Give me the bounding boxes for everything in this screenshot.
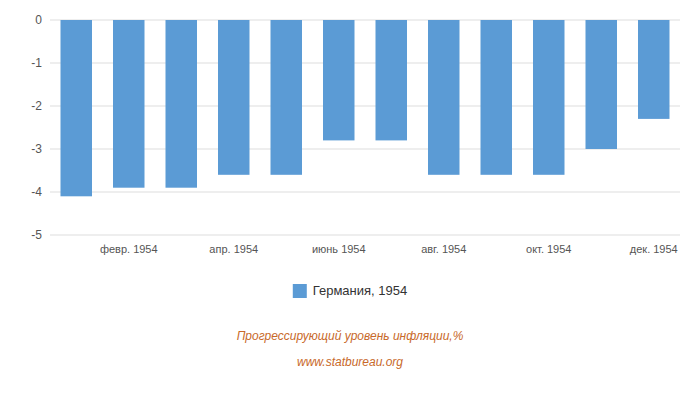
bar — [638, 20, 670, 119]
bars — [61, 20, 670, 196]
grid — [50, 20, 680, 235]
y-tick-label: -2 — [31, 99, 42, 113]
x-tick-label: дек. 1954 — [630, 243, 678, 255]
bar — [61, 20, 93, 196]
bar — [428, 20, 460, 175]
grid-line — [50, 192, 680, 193]
y-tick-label: -4 — [31, 185, 42, 199]
bar — [586, 20, 618, 149]
x-tick-label: окт. 1954 — [526, 243, 571, 255]
y-tick-label: 0 — [35, 13, 42, 27]
y-tick-label: -1 — [31, 56, 42, 70]
subtitle: www.statbureau.org — [297, 355, 403, 369]
grid-line — [50, 235, 680, 236]
bar — [271, 20, 303, 175]
bar — [376, 20, 408, 140]
bar — [113, 20, 145, 188]
y-tick-label: -5 — [31, 228, 42, 242]
bar — [323, 20, 355, 140]
legend-swatch — [293, 284, 307, 298]
bar — [218, 20, 250, 175]
bar — [481, 20, 513, 175]
title: Прогрессирующий уровень инфляции,% — [237, 329, 464, 343]
x-tick-label: авг. 1954 — [421, 243, 466, 255]
y-tick-label: -3 — [31, 142, 42, 156]
bar — [166, 20, 198, 188]
bar — [533, 20, 565, 175]
legend-label: Германия, 1954 — [313, 283, 407, 298]
x-tick-label: апр. 1954 — [209, 243, 258, 255]
x-tick-label: февр. 1954 — [100, 243, 158, 255]
chart: 0 -1 -2 -3 -4 -5 февр. 1954 апр. 1954 июнь 1954 а… — [0, 0, 700, 400]
legend: Германия, 1954 — [293, 283, 407, 298]
x-tick-label: июнь 1954 — [312, 243, 366, 255]
